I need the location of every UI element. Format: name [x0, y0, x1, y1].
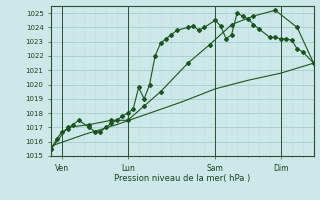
- X-axis label: Pression niveau de la mer( hPa ): Pression niveau de la mer( hPa ): [114, 174, 251, 183]
